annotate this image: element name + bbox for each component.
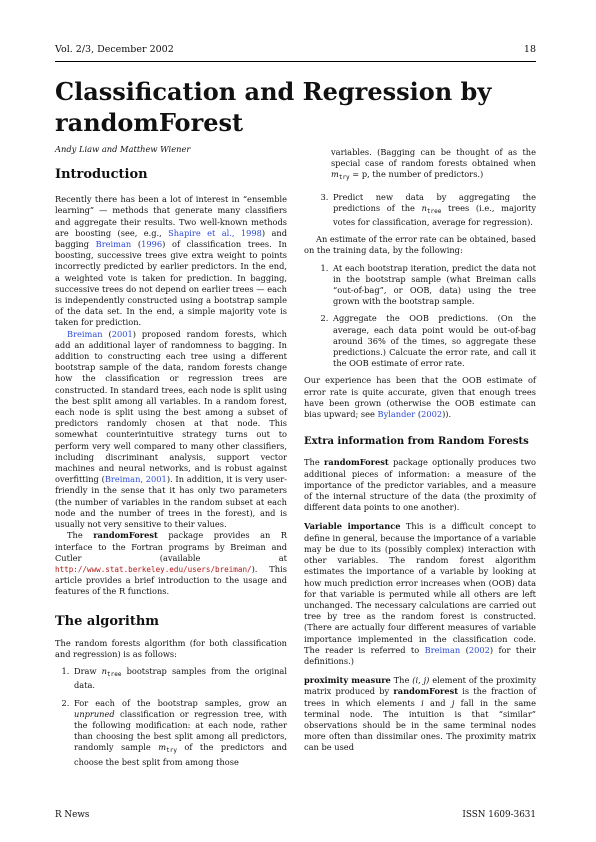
section-heading-algorithm: The algorithm xyxy=(55,613,160,629)
citation-link[interactable]: Shapire et al., 1998 xyxy=(168,227,262,238)
citation-link[interactable]: Breiman xyxy=(95,239,132,250)
authors: Andy Liaw and Matthew Wiener xyxy=(55,144,191,154)
right-column: variables. (Bagging can be thought of as… xyxy=(304,147,536,754)
article-title: Classification and Regression by randomF… xyxy=(55,77,492,137)
term-proximity-measure: proximity measure xyxy=(304,675,391,686)
page-footer: R News ISSN 1609-3631 xyxy=(55,810,536,820)
citation-link[interactable]: 2002 xyxy=(421,409,443,420)
citation-link[interactable]: 1996 xyxy=(141,239,163,250)
url-link[interactable]: http://www.stat.berkeley.edu/users/breim… xyxy=(55,564,252,574)
list-item: At each bootstrap iteration, predict the… xyxy=(331,263,536,308)
journal-name: R News xyxy=(55,810,90,820)
citation-link[interactable]: 2001 xyxy=(111,328,133,339)
algorithm-intro: The random forests algorithm (for both c… xyxy=(55,637,287,659)
extra-info-paragraph: The randomForest package optionally prod… xyxy=(304,457,536,513)
page-number: 18 xyxy=(523,44,536,55)
list-item: Aggregate the OOB predictions. (On the a… xyxy=(331,313,536,369)
left-column: Introduction Recently there has been a l… xyxy=(55,167,287,774)
error-estimate-intro: An estimate of the error rate can be obt… xyxy=(304,234,536,256)
algorithm-steps: Draw ntree bootstrap samples from the or… xyxy=(55,666,287,768)
algorithm-step-2-continued: variables. (Bagging can be thought of as… xyxy=(331,147,536,182)
section-heading-introduction: Introduction xyxy=(55,167,148,182)
experience-paragraph: Our experience has been that the OOB est… xyxy=(304,375,536,420)
intro-paragraph-1: Recently there has been a lot of interes… xyxy=(55,194,287,328)
intro-paragraph-2: Breiman (2001) proposed random forests, … xyxy=(55,328,287,530)
citation-link[interactable]: Bylander xyxy=(377,409,416,420)
citation-link[interactable]: Breiman, 2001 xyxy=(104,474,167,485)
header-rule xyxy=(55,61,536,62)
definition-proximity-measure: proximity measure The (i, j) element of … xyxy=(304,675,536,753)
list-item: For each of the bootstrap samples, grow … xyxy=(72,698,287,768)
term-variable-importance: Variable importance xyxy=(304,521,401,532)
citation-link[interactable]: Breiman xyxy=(67,328,103,339)
citation-link[interactable]: Breiman xyxy=(424,644,461,655)
citation-link[interactable]: 2002 xyxy=(468,644,490,655)
issue-label: Vol. 2/3, December 2002 xyxy=(55,44,174,55)
oob-steps: At each bootstrap iteration, predict the… xyxy=(304,263,536,370)
list-item: Predict new data by aggregating the pred… xyxy=(331,192,536,229)
definition-variable-importance: Variable importance This is a difficult … xyxy=(304,521,536,666)
section-heading-extra-info: Extra information from Random Forests xyxy=(304,436,529,448)
intro-paragraph-3: The randomForest package provides an R i… xyxy=(55,530,287,597)
algorithm-steps-continued: Predict new data by aggregating the pred… xyxy=(304,192,536,229)
issn: ISSN 1609-3631 xyxy=(462,810,536,820)
list-item: Draw ntree bootstrap samples from the or… xyxy=(72,666,287,691)
running-header: Vol. 2/3, December 2002 18 xyxy=(55,44,536,55)
